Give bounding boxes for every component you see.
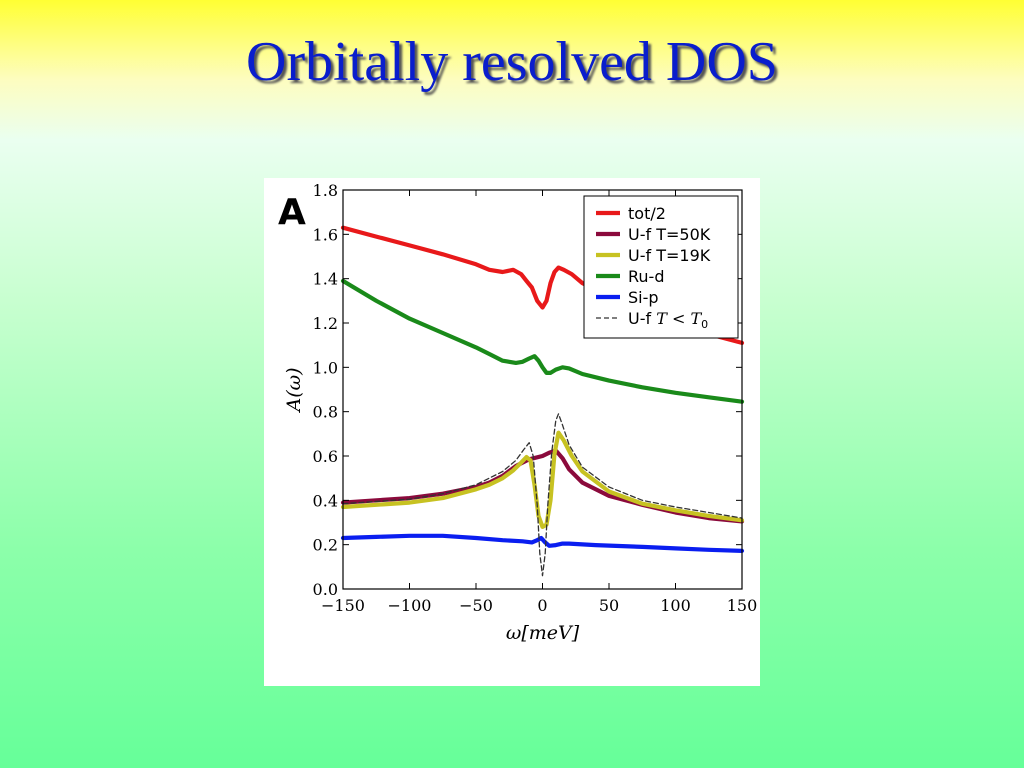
legend-label: U-f T=19K <box>628 246 711 265</box>
series-line-4 <box>340 533 745 553</box>
x-tick-label: −50 <box>459 596 493 615</box>
y-tick-label: 1.4 <box>313 270 338 289</box>
panel-label: A <box>278 192 306 233</box>
x-tick-label: 100 <box>660 596 691 615</box>
y-tick-label: 0.0 <box>313 580 338 599</box>
y-tick-label: 1.6 <box>313 225 338 244</box>
legend-box <box>583 195 739 339</box>
legend-label: U-f T=50K <box>628 225 711 244</box>
legend-subscript: 0 <box>701 318 708 331</box>
x-tick-label: −150 <box>321 596 365 615</box>
y-tick-label: 1.0 <box>313 358 338 377</box>
ticks-layer: −150 −100 −50 0 50 100 150 0.0 0.2 0.4 0.6 0.8 1.0 1.… <box>313 181 758 615</box>
legend-math: T < T <box>651 309 702 328</box>
legend-label: Si-p <box>628 288 659 307</box>
dos-figure: A −150 −100 −50 0 50 100 150 0.0 0.2 0.4 0.6 0.8 1.0… <box>264 178 760 686</box>
series-line-3 <box>340 278 745 404</box>
y-tick-label: 0.2 <box>313 536 338 555</box>
y-axis-label: A(ω) <box>283 367 305 413</box>
legend-label: U-f T < T0 <box>628 309 708 331</box>
x-tick-label: 0 <box>537 596 547 615</box>
y-tick-label: 1.2 <box>313 314 338 333</box>
series-line-5 <box>342 413 743 577</box>
series-line-2 <box>340 430 745 529</box>
y-tick-label: 0.4 <box>313 491 338 510</box>
y-tick-label: 0.6 <box>313 447 338 466</box>
y-tick-label: 1.8 <box>313 181 338 200</box>
x-tick-label: 50 <box>599 596 619 615</box>
slide-title: Orbitally resolved DOS <box>246 31 778 93</box>
y-tick-label: 0.8 <box>313 403 338 422</box>
dos-chart: A −150 −100 −50 0 50 100 150 0.0 0.2 0.4 0.6 0.8 1.0… <box>278 181 758 644</box>
x-tick-label: 150 <box>727 596 758 615</box>
x-axis-label: ω[meV] <box>506 622 580 644</box>
legend-label: Ru-d <box>628 267 664 286</box>
legend: tot/2 U-f T=50K U-f T=19K Ru-d Si-p U-f T < T… <box>583 195 739 339</box>
legend-label: tot/2 <box>628 204 666 223</box>
x-tick-label: −100 <box>388 596 432 615</box>
